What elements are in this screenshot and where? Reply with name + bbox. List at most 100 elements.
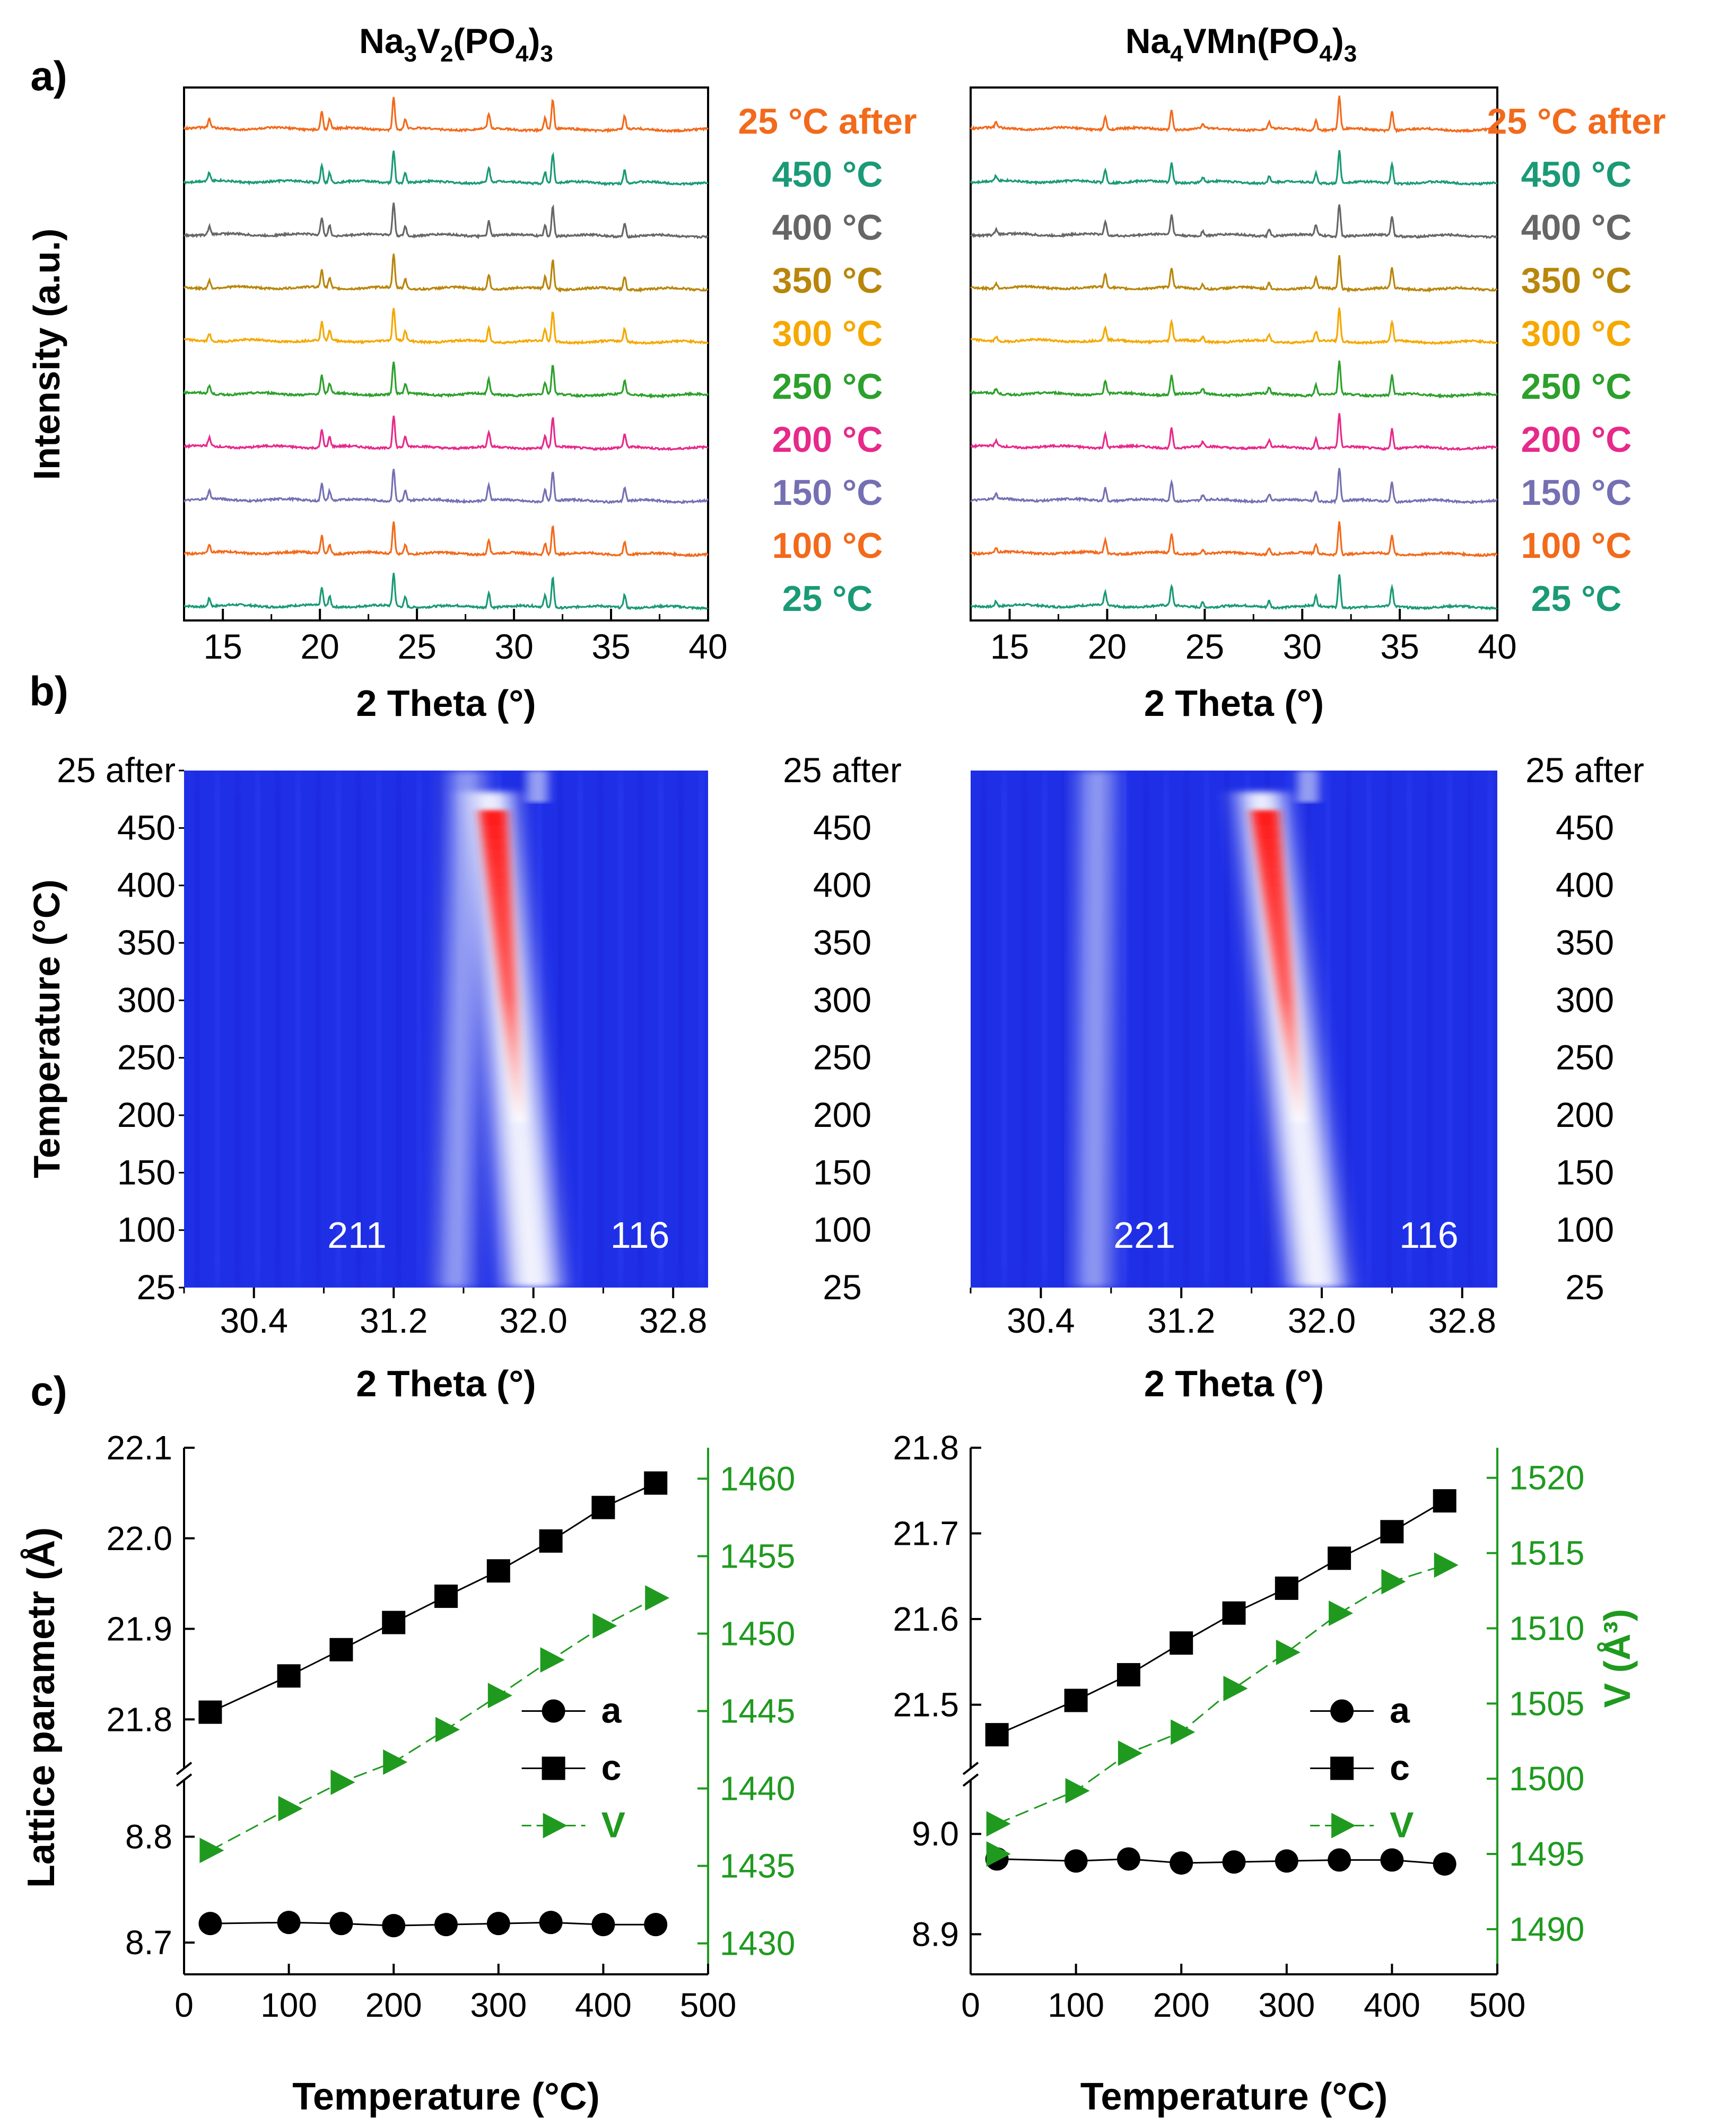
y-tick-label-right: 25 (823, 1267, 861, 1307)
lattice-plot-r: 21.5 21.6 21.7 21.8 8.9 9.0 1490 1495 1500 1505 15… (893, 1429, 1638, 2118)
legend-marker (1330, 1699, 1354, 1723)
point-a (434, 1913, 458, 1937)
x-tick-label: 200 (365, 1986, 422, 2024)
x-tick-label: 200 (1153, 1986, 1210, 2024)
series-label-2: 150 °C (772, 473, 883, 513)
x-tick-label: 40 (1478, 627, 1516, 666)
y-axis-label-heat: Temperature (°C) (26, 879, 67, 1178)
xrd-series-1 (184, 521, 709, 557)
y-tick-label-left: 400 (117, 865, 176, 905)
point-V (540, 1647, 565, 1673)
point-V (1434, 1552, 1459, 1578)
point-V (1381, 1569, 1406, 1595)
series-label-0: 25 °C (782, 579, 873, 619)
heatmap-streak (578, 771, 583, 1288)
title-right: Na4VMn(PO4)3 (1126, 21, 1357, 67)
y-tick-label-left: 100 (117, 1210, 176, 1249)
after-feature (527, 771, 548, 802)
panel-label-a: a) (30, 53, 67, 99)
heatmap-streak (1487, 771, 1493, 1288)
point-c (985, 1723, 1009, 1747)
peak-annotation-116: 116 (610, 1214, 670, 1256)
point-a (591, 1913, 615, 1937)
legend-label-c: c (601, 1748, 622, 1788)
y-axis-label: Intensity (a.u.) (26, 229, 67, 480)
y-tick-label: 8.8 (125, 1817, 172, 1856)
plot-frame (183, 86, 709, 622)
heatmap-streak (1467, 771, 1473, 1288)
weak-peak-ridge (1079, 771, 1111, 1288)
heatmap-streak (1022, 771, 1027, 1288)
xrd-series-6 (183, 253, 709, 293)
y-right-tick-label: 1500 (1509, 1760, 1584, 1798)
heatmap-streak (235, 771, 240, 1288)
heatmap-streak (1346, 771, 1351, 1288)
series-line-V (210, 1597, 656, 1851)
point-V (1065, 1778, 1090, 1804)
series-label-8: 450 °C (772, 154, 883, 195)
xrd-series-9 (970, 95, 1498, 134)
point-a (1380, 1848, 1404, 1872)
series-label-3: 200 °C (1521, 419, 1632, 460)
point-c (1433, 1489, 1456, 1513)
x-tick-label: 31.2 (1147, 1301, 1215, 1340)
heatmap-streak (416, 771, 422, 1288)
y-tick-label-right: 250 (813, 1038, 871, 1077)
xrd-series-5 (184, 308, 709, 345)
y-tick-label: 22.1 (106, 1429, 172, 1467)
legend-label-V: V (1390, 1805, 1414, 1845)
x-axis-label: 2 Theta (°) (1144, 683, 1324, 724)
point-c (329, 1638, 353, 1661)
legend-label-c: c (1390, 1748, 1410, 1788)
point-c (382, 1611, 406, 1634)
point-c (1328, 1546, 1351, 1570)
heatmap-streak (1143, 771, 1149, 1288)
x-tick-label: 400 (575, 1986, 632, 2024)
series-line-V (997, 1564, 1445, 1825)
point-c (198, 1700, 222, 1724)
series-label-1: 100 °C (772, 526, 883, 566)
point-c (434, 1585, 458, 1608)
heatmap-streak (1163, 771, 1169, 1288)
main-peak-core (1251, 810, 1304, 1122)
point-V (199, 1838, 224, 1863)
y-tick-label-right: 250 (1556, 1038, 1614, 1077)
point-c (1275, 1576, 1298, 1600)
y-tick-label-right: 300 (813, 980, 871, 1019)
y-right-axis-label: V (Å³) (1597, 1609, 1638, 1708)
y-tick-label-right: 400 (813, 865, 871, 905)
xrd-series-0 (184, 573, 709, 611)
y-right-tick-label: 1520 (1509, 1459, 1584, 1497)
point-V (1223, 1675, 1248, 1701)
x-tick-label: 40 (688, 627, 727, 666)
x-tick-label: 15 (203, 627, 242, 666)
heatmap-streak (1407, 771, 1412, 1288)
y-tick-label-right: 300 (1556, 980, 1614, 1019)
heatmap-streak (638, 771, 643, 1288)
x-axis-label: 2 Theta (°) (356, 1363, 536, 1404)
peak-annotation-221: 221 (1113, 1214, 1175, 1256)
heatmap-streak (316, 771, 321, 1288)
series-label-4: 250 °C (1521, 366, 1632, 407)
y-right-tick-label: 1445 (720, 1692, 795, 1730)
y-tick-label: 21.8 (893, 1429, 959, 1467)
point-a (1433, 1852, 1456, 1876)
y-tick-label-right: 200 (1556, 1095, 1614, 1134)
point-c (1380, 1520, 1404, 1544)
main-peak-core (479, 810, 524, 1122)
xrd-series-4 (183, 361, 709, 399)
heatmap-streak (1204, 771, 1210, 1288)
point-V (1329, 1600, 1354, 1626)
lattice-plot-l: 21.8 21.9 22.0 22.1 8.7 8.8 1430 1435 1440 1445 14… (106, 1429, 795, 2118)
x-tick-label: 35 (591, 627, 630, 666)
x-tick-label: 25 (1185, 627, 1224, 666)
xrd-series-0 (970, 574, 1498, 611)
point-V-25 (986, 1841, 1011, 1867)
y-tick-label: 21.7 (893, 1515, 959, 1553)
heatmap-streak (255, 771, 260, 1288)
axis-break-mark (962, 1762, 979, 1775)
heatmap-streak (1062, 771, 1068, 1288)
xrd-series-7 (183, 202, 709, 240)
weak-peak-ridge (441, 771, 481, 1288)
